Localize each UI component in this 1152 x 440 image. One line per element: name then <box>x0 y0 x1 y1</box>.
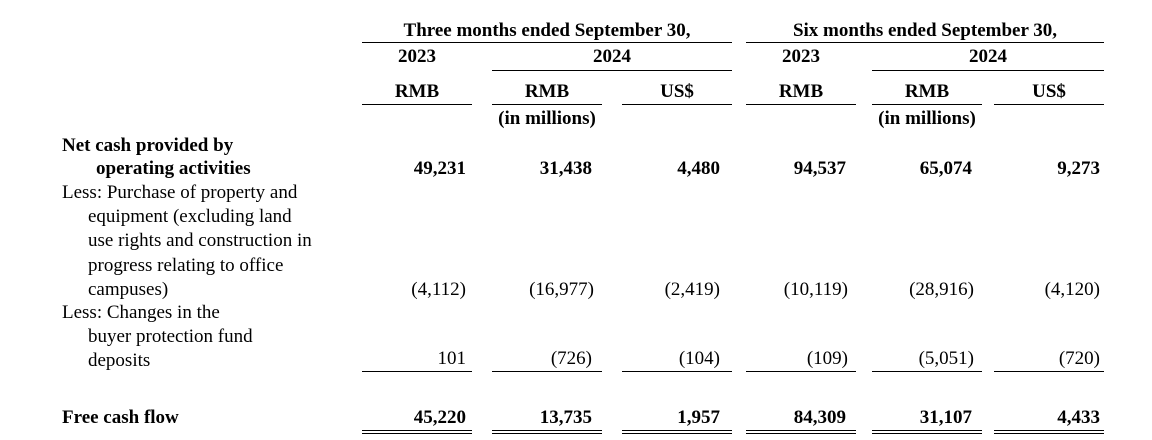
cell-value: (28,916) <box>909 279 974 300</box>
cell-value: (104) <box>678 348 720 369</box>
cell-value: (10,119) <box>783 279 848 300</box>
cell-value: 9,273 <box>1057 158 1100 179</box>
cell-value: 4,433 <box>1057 407 1100 428</box>
three-months-2024-usd: US$ <box>660 81 694 102</box>
cell-value: (4,112) <box>411 279 466 300</box>
cell-value: 94,537 <box>793 158 846 179</box>
cell-value: (726) <box>550 348 592 369</box>
six-months-2024-rmb: RMB <box>904 81 950 102</box>
cell-value: (16,977) <box>529 279 594 300</box>
three-months-year-2023: 2023 <box>398 46 436 67</box>
cell-value: 31,107 <box>919 407 972 428</box>
cell-value: 49,231 <box>413 158 466 179</box>
row-label-line: Less: Changes in the <box>62 302 220 323</box>
cell-value: 45,220 <box>413 407 466 428</box>
row-label-line: equipment (excluding land <box>88 206 292 227</box>
cell-value: 13,735 <box>539 407 592 428</box>
subtotal-rule <box>872 371 982 372</box>
row-label-line: progress relating to office <box>88 255 284 276</box>
row-label-line: buyer protection fund <box>88 326 253 347</box>
row-label-line: Less: Purchase of property and <box>62 182 298 203</box>
subtotal-rule <box>622 371 732 372</box>
row-label-line: operating activities <box>96 158 251 179</box>
total-double-rule <box>872 430 982 434</box>
three-months-header: Three months ended September 30, <box>403 20 691 41</box>
six-months-2023-currency: RMB <box>778 81 824 102</box>
cell-value: 1,957 <box>677 407 720 428</box>
total-double-rule <box>746 430 856 434</box>
rule <box>872 104 982 105</box>
cell-value: (109) <box>806 348 848 369</box>
cell-value: (5,051) <box>918 348 974 369</box>
total-double-rule <box>622 430 732 434</box>
subtotal-rule <box>362 371 472 372</box>
cell-value: (4,120) <box>1044 279 1100 300</box>
subtotal-rule <box>746 371 856 372</box>
subtotal-rule <box>994 371 1104 372</box>
total-double-rule <box>492 430 602 434</box>
row-label-line: Net cash provided by <box>62 135 234 156</box>
cell-value: (2,419) <box>664 279 720 300</box>
rule <box>622 104 732 105</box>
six-months-header-rule <box>746 42 1104 43</box>
three-months-unit-note: (in millions) <box>498 108 596 129</box>
row-label-free-cash-flow: Free cash flow <box>62 407 179 428</box>
three-months-header-rule <box>362 42 732 43</box>
six-months-year-2023: 2023 <box>782 46 820 67</box>
cell-value: 101 <box>437 348 467 369</box>
three-months-2024-rmb: RMB <box>524 81 570 102</box>
three-months-2024-rule <box>492 70 732 71</box>
row-label-line: campuses) <box>88 279 169 300</box>
three-months-year-2024: 2024 <box>593 46 631 67</box>
three-months-2023-currency: RMB <box>394 81 440 102</box>
cell-value: 31,438 <box>539 158 592 179</box>
row-label-line: deposits <box>88 350 151 371</box>
rule <box>994 104 1104 105</box>
total-double-rule <box>362 430 472 434</box>
rule <box>746 104 856 105</box>
cell-value: 4,480 <box>677 158 720 179</box>
row-label-line: use rights and construction in <box>88 230 312 251</box>
six-months-header: Six months ended September 30, <box>792 20 1058 41</box>
subtotal-rule <box>492 371 602 372</box>
cell-value: (720) <box>1058 348 1100 369</box>
six-months-2024-usd: US$ <box>1032 81 1066 102</box>
cell-value: 84,309 <box>793 407 846 428</box>
six-months-2024-rule <box>872 70 1104 71</box>
six-months-year-2024: 2024 <box>969 46 1007 67</box>
rule <box>362 104 472 105</box>
six-months-unit-note: (in millions) <box>878 108 976 129</box>
cell-value: 65,074 <box>919 158 972 179</box>
rule <box>492 104 602 105</box>
total-double-rule <box>994 430 1104 434</box>
